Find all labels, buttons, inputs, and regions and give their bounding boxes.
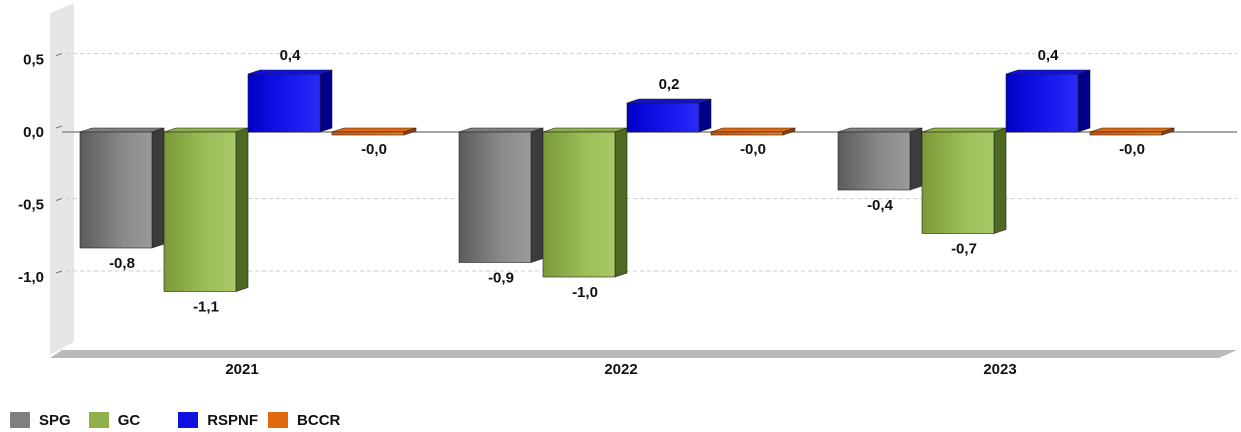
legend-label-rspnf: RSPNF [207, 411, 259, 429]
y-tick-mark [55, 125, 63, 129]
data-label-spg-2023: -0,4 [867, 197, 894, 214]
bar-gc-2022 [542, 127, 628, 278]
x-category-label: 2022 [604, 361, 637, 378]
bar-spg-2023 [837, 127, 923, 191]
bar-spg-2022 [458, 127, 544, 263]
data-label-bccr-2021: -0,0 [361, 141, 387, 158]
legend: SPG GC RSPNF BCCR [10, 410, 350, 430]
bar-top-face [710, 127, 796, 133]
bar-side-face [151, 127, 165, 249]
data-label-bccr-2023: -0,0 [1119, 141, 1145, 158]
bar-side-face [909, 127, 923, 191]
legend-item-gc: GC [88, 411, 141, 429]
legend-item-bccr: BCCR [268, 412, 340, 429]
legend-item-rspnf: RSPNF [178, 412, 258, 429]
data-label-bccr-2022: -0,0 [740, 141, 766, 158]
bar-spg-2021 [79, 127, 165, 249]
bar-front-face [1005, 73, 1079, 133]
legend-swatch-rspnf [178, 412, 199, 428]
bar-gc-2023 [921, 127, 1007, 234]
data-label-rspnf-2021: 0,4 [280, 47, 302, 64]
bar-side-face [614, 127, 628, 278]
x-category-label: 2021 [225, 361, 258, 378]
data-label-rspnf-2022: 0,2 [659, 76, 680, 93]
bar-bccr-2022 [710, 127, 796, 136]
data-labels: -0,8 -0,9 -0,4 -1,1 -1,0 -0,7 0,4 0,2 0,4 -0,0 -0,… [109, 47, 1145, 316]
bar-top-face [921, 127, 1007, 133]
data-label-gc-2023: -0,7 [951, 241, 977, 258]
y-tick-label: -1,0 [18, 269, 44, 286]
y-tick-label: -0,5 [18, 197, 44, 214]
bar-top-face [626, 98, 712, 104]
bar-top-face [163, 127, 249, 133]
y-tick-mark [55, 198, 63, 201]
bar-front-face [626, 102, 700, 133]
data-label-spg-2022: -0,9 [488, 270, 514, 287]
legend-swatch-spg [10, 412, 30, 428]
data-label-rspnf-2023: 0,4 [1038, 47, 1060, 64]
bar-rspnf-2021 [247, 69, 333, 133]
legend-label-spg: SPG [39, 411, 71, 429]
bar-top-face [542, 127, 628, 133]
y-tick-label: 0,5 [23, 52, 44, 69]
bar-side-face [993, 127, 1007, 234]
legend-swatch-bccr [268, 412, 289, 428]
x-category-label: 2023 [983, 361, 1016, 378]
legend-item-spg: SPG [10, 412, 71, 429]
chart-background [50, 3, 1237, 358]
bar-front-face [331, 131, 405, 136]
bar-front-face [837, 131, 911, 191]
bar-front-face [79, 131, 153, 249]
bar-top-face [1005, 69, 1091, 75]
legend-label-gc: GC [117, 411, 141, 429]
bar-side-face [698, 98, 712, 133]
bars [79, 69, 1175, 292]
bar-top-face [837, 127, 923, 133]
bar-front-face [163, 131, 237, 292]
bar-front-face [710, 131, 784, 136]
bar-top-face [247, 69, 333, 75]
bar-front-face [542, 131, 616, 278]
chart-wall [50, 3, 74, 355]
bar-rspnf-2023 [1005, 69, 1091, 133]
legend-swatch-gc [88, 412, 109, 428]
gridlines [66, 53, 1237, 272]
y-tick-mark [55, 270, 63, 274]
legend-label-bccr: BCCR [297, 411, 341, 429]
y-tick-mark [55, 53, 63, 56]
bar-front-face [1089, 131, 1163, 136]
data-label-gc-2022: -1,0 [572, 284, 598, 301]
data-label-gc-2021: -1,1 [193, 299, 219, 316]
chart-floor [50, 350, 1237, 358]
bar-front-face [458, 131, 532, 263]
bar-side-face [319, 69, 333, 133]
bar-front-face [921, 131, 995, 234]
bar-side-face [530, 127, 544, 263]
bar-side-face [1077, 69, 1091, 133]
bar-top-face [1089, 127, 1175, 133]
bar-side-face [235, 127, 249, 292]
bar-top-face [79, 127, 165, 133]
bar-top-face [458, 127, 544, 133]
y-tick-label: 0,0 [23, 124, 44, 141]
bar-rspnf-2022 [626, 98, 712, 133]
bar-gc-2021 [163, 127, 249, 292]
bar-bccr-2021 [331, 127, 417, 136]
bar-bccr-2023 [1089, 127, 1175, 136]
bar-top-face [331, 127, 417, 133]
bar-front-face [247, 73, 321, 133]
data-label-spg-2021: -0,8 [109, 255, 135, 272]
